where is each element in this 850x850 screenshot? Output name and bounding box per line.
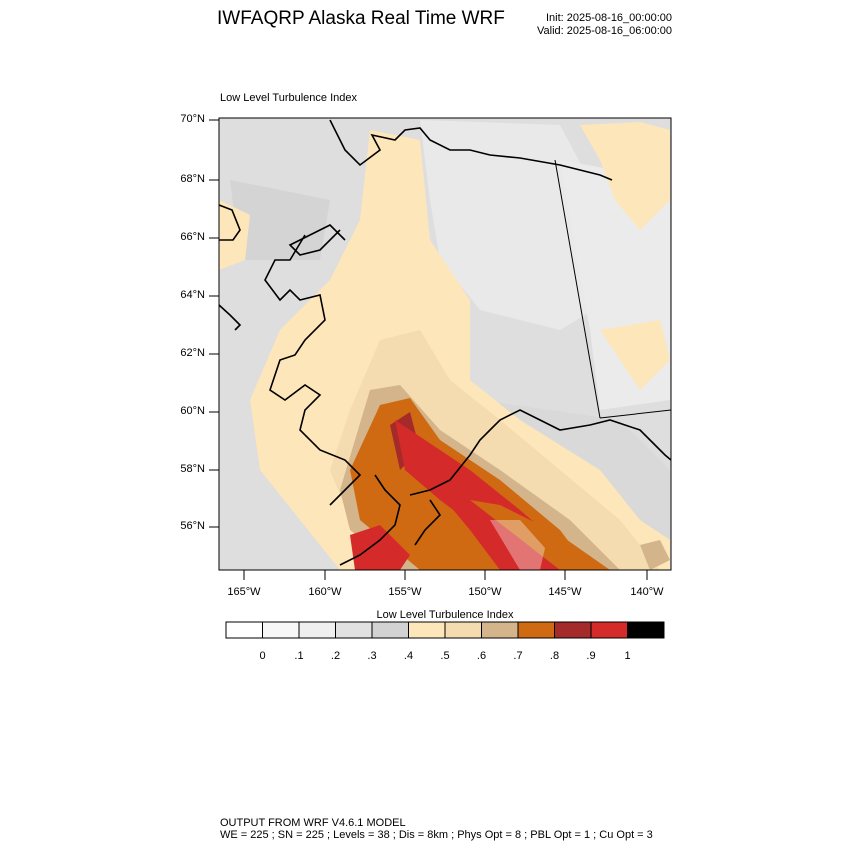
lat-label: 62°N — [180, 347, 205, 359]
colorbar-swatch — [408, 621, 446, 639]
colorbar-swatch — [554, 621, 592, 639]
init-time: Init: 2025-08-16_00:00:00 — [546, 12, 672, 24]
colorbar-swatch — [262, 621, 300, 639]
lat-ticks — [209, 119, 219, 528]
colorbar-label: .5 — [440, 650, 450, 662]
borders — [554, 159, 671, 419]
lat-label: 68°N — [180, 173, 205, 185]
lon-label: 160°W — [308, 586, 342, 598]
colorbar-swatch — [517, 621, 555, 639]
coastline — [219, 119, 671, 566]
lon-label: 150°W — [468, 586, 502, 598]
colorbar-label: .8 — [549, 650, 560, 662]
footer-line-2: WE = 225 ; SN = 225 ; Levels = 38 ; Dis … — [220, 829, 653, 841]
colorbar — [225, 621, 665, 639]
colorbar-label: .1 — [294, 650, 304, 662]
lat-label: 66°N — [180, 231, 205, 243]
lon-label: 165°W — [227, 586, 261, 598]
footer-line-1: OUTPUT FROM WRF V4.6.1 MODEL — [220, 817, 406, 829]
lat-label: 70°N — [180, 113, 205, 125]
colorbar-swatch — [627, 621, 665, 639]
colorbar-swatch — [481, 621, 519, 639]
colorbar-swatch — [444, 621, 482, 639]
colorbar-title: Low Level Turbulence Index — [376, 609, 514, 621]
colorbar-swatch — [298, 621, 336, 639]
lon-label: 145°W — [548, 586, 582, 598]
lat-label: 60°N — [180, 405, 205, 417]
colorbar-label: .7 — [513, 650, 523, 662]
lat-label: 64°N — [180, 289, 205, 301]
colorbar-swatch — [590, 621, 628, 639]
map-field — [219, 118, 671, 570]
lon-ticks — [243, 570, 648, 580]
run-info: Init: 2025-08-16_00:00:00 Valid: 2025-08… — [537, 12, 672, 38]
valid-time: Valid: 2025-08-16_06:00:00 — [537, 25, 672, 37]
lat-label: 58°N — [180, 463, 205, 475]
colorbar-swatch — [225, 621, 263, 639]
colorbar-swatch — [371, 621, 409, 639]
colorbar-label: .6 — [476, 650, 487, 662]
colorbar-label: 0 — [259, 650, 266, 662]
colorbar-label: .4 — [403, 650, 414, 662]
colorbar-label: 1 — [624, 650, 631, 662]
colorbar-label: .2 — [330, 650, 341, 662]
colorbar-label: .9 — [586, 650, 596, 662]
colorbar-swatch — [335, 621, 373, 639]
model-footer: OUTPUT FROM WRF V4.6.1 MODEL WE = 225 ; … — [220, 817, 653, 841]
lat-label: 56°N — [180, 520, 205, 532]
lon-label: 155°W — [388, 586, 422, 598]
lon-label: 140°W — [630, 586, 664, 598]
colorbar-label: .3 — [367, 650, 377, 662]
map-subtitle: Low Level Turbulence Index — [220, 92, 357, 104]
chart-title: IWFAQRP Alaska Real Time WRF — [217, 8, 505, 29]
